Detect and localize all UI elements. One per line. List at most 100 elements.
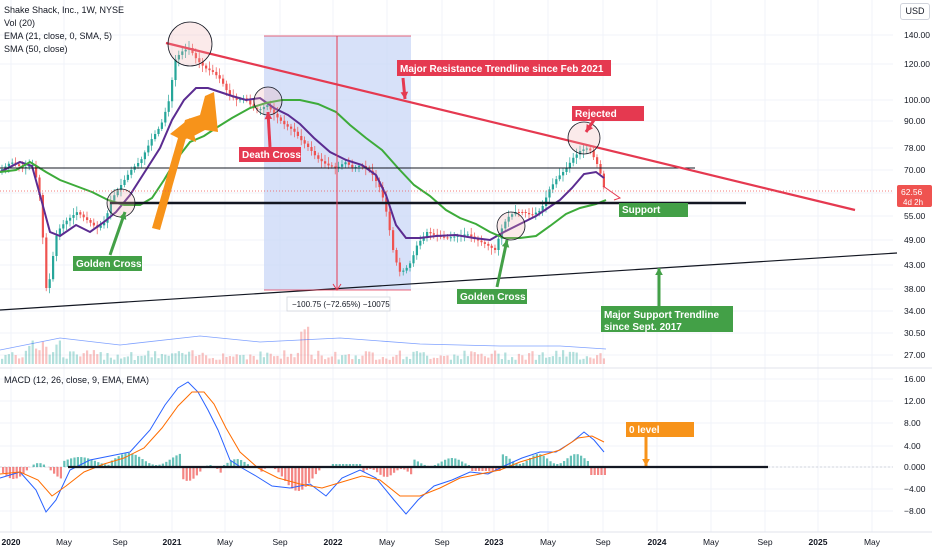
candle-body bbox=[228, 90, 231, 96]
volume-bar bbox=[385, 358, 388, 364]
macd-histogram-bar bbox=[342, 464, 345, 467]
macd-histogram-bar bbox=[355, 464, 358, 467]
candle-body bbox=[599, 164, 602, 174]
candle-body bbox=[449, 237, 452, 239]
indicator-ema[interactable]: EMA (21, close, 0, SMA, 5) bbox=[4, 31, 113, 41]
candle-body bbox=[453, 236, 456, 238]
macd-histogram-bar bbox=[410, 467, 413, 475]
candle-body bbox=[317, 155, 320, 159]
volume-bar bbox=[320, 355, 323, 364]
candle-body bbox=[381, 187, 384, 198]
macd-histogram-bar bbox=[87, 458, 90, 467]
candle-body bbox=[198, 58, 201, 63]
macd-histogram-bar bbox=[457, 459, 460, 467]
macd-tick-label: −4.00 bbox=[904, 484, 926, 494]
volume-bar bbox=[293, 357, 296, 364]
candle-body bbox=[249, 100, 252, 105]
candle-body bbox=[443, 236, 446, 238]
macd-histogram-bar bbox=[406, 467, 409, 472]
macd-histogram-bar bbox=[138, 456, 141, 467]
price-tick-label: 27.00 bbox=[904, 350, 926, 360]
volume-bar bbox=[171, 353, 174, 364]
macd-histogram-bar bbox=[348, 464, 351, 467]
macd-histogram-bar bbox=[464, 463, 467, 467]
volume-bar bbox=[395, 355, 398, 364]
currency-button[interactable]: USD bbox=[900, 3, 930, 20]
macd-histogram-bar bbox=[508, 458, 511, 467]
macd-histogram-bar bbox=[532, 455, 535, 467]
support-label-box bbox=[619, 203, 688, 217]
price-tick-label: 140.00 bbox=[904, 30, 930, 40]
candle-body bbox=[273, 109, 276, 114]
volume-bar bbox=[490, 353, 493, 364]
candle-body bbox=[171, 80, 174, 102]
macd-histogram-bar bbox=[141, 459, 144, 467]
major-support-trendline bbox=[0, 252, 898, 311]
macd-histogram-bar bbox=[359, 464, 362, 467]
price-tick-label: 90.00 bbox=[904, 116, 926, 126]
time-tick-label: Sep bbox=[595, 537, 610, 547]
volume-bar bbox=[283, 350, 286, 364]
volume-bar bbox=[313, 359, 316, 364]
volume-bar bbox=[201, 352, 204, 364]
volume-bar bbox=[494, 350, 497, 364]
volume-bar bbox=[555, 350, 558, 364]
macd-histogram-bar bbox=[22, 467, 25, 474]
indicator-vol[interactable]: Vol (20) bbox=[4, 18, 36, 28]
volume-bar bbox=[317, 350, 320, 364]
candle-body bbox=[86, 217, 89, 220]
macd-histogram-bar bbox=[454, 458, 457, 467]
candle-body bbox=[208, 68, 211, 71]
macd-histogram-bar bbox=[529, 457, 532, 467]
time-tick-label: 2022 bbox=[324, 537, 343, 547]
macd-histogram-bar bbox=[161, 463, 164, 467]
macd-histogram-bar bbox=[552, 463, 555, 467]
volume-bar bbox=[341, 355, 344, 364]
candle-body bbox=[140, 159, 143, 163]
indicator-macd[interactable]: MACD (12, 26, close, 9, EMA, EMA) bbox=[4, 375, 150, 385]
price-tick-label: 34.00 bbox=[904, 306, 926, 316]
candle-body bbox=[592, 150, 595, 158]
candle-body bbox=[555, 179, 558, 185]
indicator-sma[interactable]: SMA (50, close) bbox=[4, 44, 68, 54]
time-tick-label: 2023 bbox=[485, 537, 504, 547]
candle-body bbox=[45, 237, 48, 288]
macd-histogram-bar bbox=[389, 467, 392, 476]
golden-cross-label-2-box bbox=[457, 289, 527, 304]
macd-histogram-bar bbox=[331, 464, 334, 467]
volume-bar bbox=[514, 359, 517, 364]
volume-bar bbox=[18, 358, 21, 364]
candle-body bbox=[320, 158, 323, 162]
candle-body bbox=[429, 232, 432, 234]
annotation-labels: Major Resistance Trendline since Feb 202… bbox=[73, 60, 733, 437]
macd-histogram-bar bbox=[63, 460, 66, 467]
candle-body bbox=[565, 167, 568, 172]
macd-histogram-bar bbox=[396, 467, 399, 471]
major-support-label: Major Support Trendline bbox=[604, 310, 719, 321]
price-tick-label: 78.00 bbox=[904, 143, 926, 153]
macd-histogram-bar bbox=[525, 460, 528, 467]
death-cross-label: Death Cross bbox=[242, 150, 301, 161]
time-tick-label: May bbox=[703, 537, 720, 547]
volume-bar bbox=[596, 355, 599, 364]
candle-body bbox=[466, 234, 469, 236]
volume-bar bbox=[215, 359, 218, 364]
volume-bar bbox=[361, 355, 364, 364]
volume-bar bbox=[35, 348, 38, 364]
volume-bar bbox=[483, 356, 486, 364]
volume-bar bbox=[392, 356, 395, 364]
price-tick-label: 120.00 bbox=[904, 59, 930, 69]
candle-body bbox=[528, 212, 531, 215]
volume-bar bbox=[72, 351, 75, 364]
volume-bar bbox=[249, 354, 252, 364]
volume-bar bbox=[531, 351, 534, 364]
candle-body bbox=[398, 262, 401, 272]
candle-body bbox=[109, 200, 112, 214]
candle-body bbox=[58, 228, 61, 236]
volume-bar bbox=[426, 355, 429, 364]
candle-body bbox=[327, 163, 330, 166]
volume-bar bbox=[358, 359, 361, 364]
volume-bar bbox=[541, 352, 544, 364]
macd-tick-label: 8.00 bbox=[904, 418, 921, 428]
